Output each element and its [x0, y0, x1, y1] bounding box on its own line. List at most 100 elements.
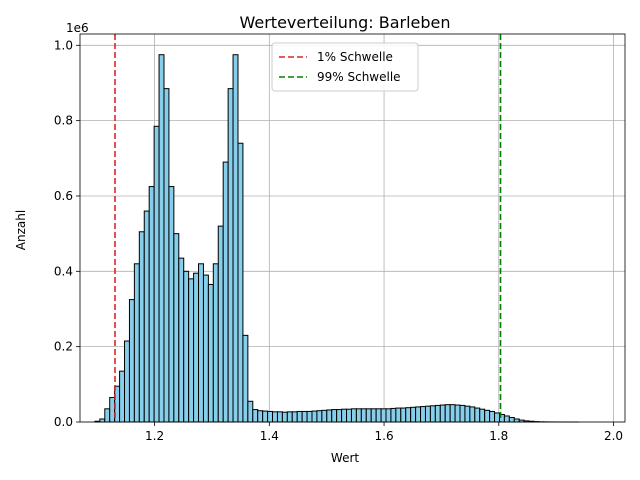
histogram-bar	[508, 416, 515, 423]
histogram-bar	[469, 406, 476, 423]
histogram-bar	[163, 88, 170, 423]
histogram-bar	[262, 410, 269, 423]
histogram-bar	[321, 409, 328, 423]
histogram-bars	[94, 54, 579, 423]
histogram-bar	[405, 407, 412, 423]
y-tick-label: 0.6	[54, 189, 73, 203]
axes-frame	[79, 33, 626, 423]
histogram-bar	[494, 412, 500, 423]
histogram-bar	[301, 410, 308, 423]
histogram-bar	[390, 407, 397, 423]
histogram-bar	[257, 410, 264, 423]
legend-box	[271, 42, 419, 92]
histogram-bar	[178, 257, 185, 423]
histogram-bar	[212, 263, 219, 423]
histogram-bar	[350, 408, 357, 423]
histogram-bar	[153, 125, 160, 423]
histogram-bar	[346, 408, 352, 423]
histogram-bar	[370, 408, 377, 423]
histogram-bar	[291, 411, 298, 423]
histogram-bar	[281, 411, 288, 423]
histogram-bar	[479, 408, 486, 423]
histogram-bar	[459, 404, 466, 423]
y-axis-scale-label: 1e6	[66, 21, 89, 35]
x-tick-label: 1.2	[145, 429, 164, 443]
y-tick-label: 1.0	[54, 38, 73, 52]
histogram-bar	[198, 263, 204, 423]
histogram-bar	[306, 410, 313, 423]
x-tick-label: 2.0	[604, 429, 623, 443]
histogram-bar	[109, 397, 116, 423]
histogram-bar	[444, 404, 451, 423]
histogram-bar	[434, 404, 441, 423]
histogram-bar	[227, 88, 234, 423]
histogram-bar	[173, 233, 180, 423]
histogram-bar	[148, 186, 155, 423]
histogram-bar	[336, 409, 343, 423]
histogram-bar	[296, 410, 303, 423]
histogram-bar	[503, 415, 510, 423]
histogram-bar	[193, 272, 200, 423]
histogram-bar	[104, 408, 111, 423]
histogram-bar	[341, 408, 348, 423]
histogram-bar	[133, 263, 140, 423]
histogram-bar	[138, 231, 145, 423]
y-tick-label: 0.8	[54, 114, 73, 128]
histogram-bar	[365, 408, 372, 423]
threshold-lines	[114, 34, 502, 422]
histogram-bar	[242, 334, 249, 423]
histogram-bar	[267, 410, 274, 423]
histogram-bar	[420, 406, 426, 423]
x-axis-label: Wert	[331, 451, 359, 465]
y-axis-ticks: 0.0 0.2 0.4 0.6 0.8 1.0	[54, 38, 80, 429]
histogram-bar	[272, 411, 278, 423]
histogram-bar	[400, 407, 407, 423]
histogram-bar	[183, 270, 190, 423]
histogram-bar	[439, 404, 446, 423]
histogram-bar	[375, 408, 382, 423]
histogram-bar	[247, 400, 254, 423]
histogram-bar	[360, 408, 367, 423]
histogram-bar	[188, 278, 195, 423]
histogram-bar	[380, 408, 387, 423]
histogram-bar	[202, 274, 209, 423]
histogram-bar	[124, 340, 130, 423]
histogram-bar	[424, 405, 431, 423]
legend: 1% Schwelle 99% Schwelle	[271, 42, 419, 92]
legend-label: 1% Schwelle	[317, 50, 393, 64]
histogram-bar	[217, 225, 224, 423]
x-tick-label: 1.4	[260, 429, 279, 443]
x-tick-label: 1.8	[489, 429, 508, 443]
histogram-bar	[474, 407, 481, 423]
chart-title: Werteverteilung: Barleben	[239, 13, 450, 32]
histogram-bar	[276, 411, 283, 423]
histogram-bar	[326, 409, 333, 423]
legend-label: 99% Schwelle	[317, 70, 401, 84]
y-axis-label: Anzahl	[14, 210, 28, 250]
y-tick-label: 0.0	[54, 415, 73, 429]
histogram-bar	[237, 142, 244, 423]
histogram-bar	[454, 404, 461, 423]
histogram-bar	[168, 186, 175, 423]
histogram-bar	[128, 299, 135, 423]
y-tick-label: 0.4	[54, 264, 73, 278]
x-axis-ticks: 1.2 1.4 1.6 1.8 2.0	[145, 422, 623, 443]
histogram-bar	[449, 404, 456, 423]
histogram-bar	[252, 409, 259, 423]
histogram-bar	[464, 405, 471, 423]
histogram-bar	[429, 405, 436, 423]
histogram-bar	[385, 408, 392, 423]
x-tick-label: 1.6	[375, 429, 394, 443]
histogram-bar	[355, 408, 362, 423]
histogram-bar	[410, 406, 417, 423]
histogram-bar	[331, 409, 338, 423]
y-tick-label: 0.2	[54, 340, 73, 354]
histogram-bar	[395, 407, 402, 423]
histogram-bar	[207, 284, 214, 423]
histogram-bar	[484, 409, 491, 423]
histogram-bar	[316, 410, 323, 423]
histogram-bar	[99, 418, 106, 423]
histogram-bar	[489, 410, 496, 423]
histogram-bar	[232, 54, 239, 423]
histogram-bar	[158, 54, 165, 423]
